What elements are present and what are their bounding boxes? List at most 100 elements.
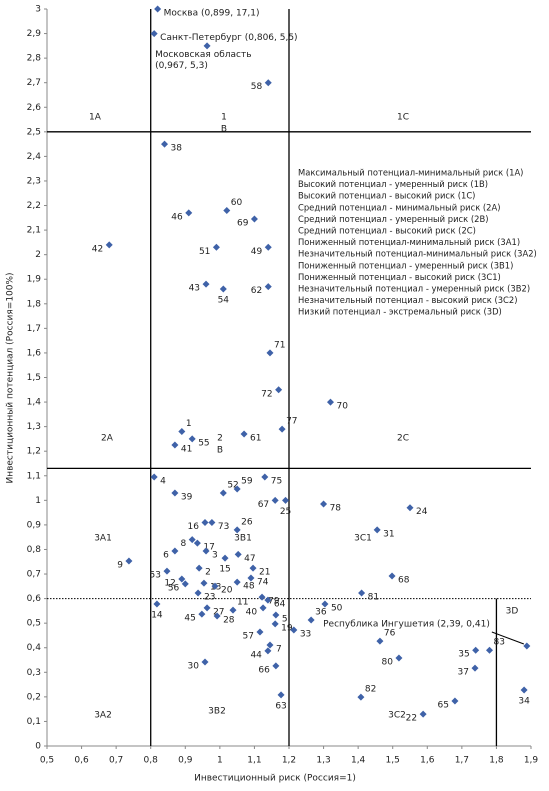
data-point [271,496,279,504]
y-tick-label: 0,7 [27,570,41,580]
data-point [277,691,285,699]
data-point [272,611,280,619]
y-tick-label: 0,6 [27,594,42,604]
point-label: 74 [257,577,269,587]
data-point [185,209,193,217]
x-tick-label: 1,6 [420,756,435,766]
data-point [419,710,427,718]
data-point [358,589,366,597]
data-point [233,526,241,534]
data-point [264,79,272,87]
y-tick-label: 1 [35,496,41,506]
data-point [272,662,280,670]
x-tick-label: 1,1 [247,756,261,766]
data-point [203,604,211,612]
point-label: 33 [300,630,311,640]
point-label: 30 [188,661,200,671]
y-tick-label: 0,3 [27,668,41,678]
legend-text: Высокий потенциал - высокий риск (1С) [298,191,475,201]
data-point [178,428,186,436]
point-label: 72 [261,389,272,399]
data-point [233,485,241,493]
data-point [219,489,227,497]
point-label: 48 [243,582,255,592]
point-label: 73 [218,522,229,532]
point-label: 65 [437,701,448,711]
data-point [275,386,283,394]
y-tick-label: 2 [35,250,41,260]
data-point [326,398,334,406]
legend-text: Максимальный потенциал-минимальный риск … [298,168,523,178]
y-tick-label: 2,3 [27,176,41,186]
data-point [200,579,208,587]
region-label: 3D [506,607,519,617]
data-point [256,628,264,636]
point-label: 1 [186,419,192,429]
data-point [240,430,248,438]
data-point [388,572,396,580]
legend-text: Высокий потенциал - умеренный риск (1В) [298,179,488,189]
legend-text: Средний потенциал - высокий риск (2С) [298,226,476,236]
point-label: 78 [330,504,342,514]
data-point [229,606,237,614]
x-tick-label: 1,5 [386,756,400,766]
data-point [201,518,209,526]
data-point [163,567,171,575]
x-tick-label: 1,3 [316,756,330,766]
y-tick-label: 2,1 [27,226,41,236]
data-point [223,206,231,214]
point-label: 15 [219,565,230,575]
point-label: 38 [171,144,183,154]
data-point [406,504,414,512]
data-point [105,241,113,249]
point-label: 76 [384,629,396,639]
region-label: 2 [217,434,223,444]
point-label: 71 [274,340,285,350]
region-label: 1 [221,113,227,123]
x-tick-label: 0,8 [144,756,159,766]
data-point [250,215,258,223]
y-tick-label: 0,5 [27,619,41,629]
point-label: 81 [368,592,379,602]
data-point [193,539,201,547]
region-label: 1С [397,113,409,123]
legend-text: Незначительный потенциал-минимальный рис… [298,249,537,259]
point-label: 79 [268,597,280,607]
legend-text: Незначительный потенциал - умеренный рис… [298,284,530,294]
y-tick-label: 0,4 [27,643,42,653]
point-label: 9 [117,561,123,571]
data-point [282,496,290,504]
point-label: 21 [259,568,270,578]
y-tick-label: 2,9 [27,29,42,39]
legend-text: Пониженный потенциал - высокий риск (3С1… [298,272,501,282]
point-label: 36 [315,607,327,617]
point-label: 44 [250,650,262,660]
data-point [264,596,272,604]
leader-line [491,631,525,645]
point-label: 47 [244,554,255,564]
legend-text: Низкий потенциал - экстремальный риск (3… [298,307,502,317]
y-tick-label: 1,8 [27,299,42,309]
point-label: 58 [251,82,263,92]
point-label: 14 [151,611,163,621]
legend-text: Пониженный потенциал-минимальный риск (3… [298,237,520,247]
point-label: 7 [276,645,282,655]
data-point [194,589,202,597]
point-label: 3 [212,550,218,560]
point-label: 69 [237,219,249,229]
point-label: Москва (0,899, 17,1) [164,9,260,19]
point-label: 57 [243,632,254,642]
region-label: 3В1 [234,534,252,544]
point-label: 50 [331,604,343,614]
point-label: 17 [203,543,214,553]
data-point [178,575,186,583]
point-label: 64 [274,600,286,610]
region-label: 1А [89,113,102,123]
data-point [321,600,329,608]
point-label: 67 [258,500,269,510]
x-tick-label: 0,5 [40,756,54,766]
point-label: Санкт-Петербург (0,806, 5,5) [160,33,297,43]
legend-text: Средний потенциал - минимальный риск (2А… [298,202,501,212]
data-point [171,489,179,497]
y-tick-label: 1,4 [27,398,42,408]
